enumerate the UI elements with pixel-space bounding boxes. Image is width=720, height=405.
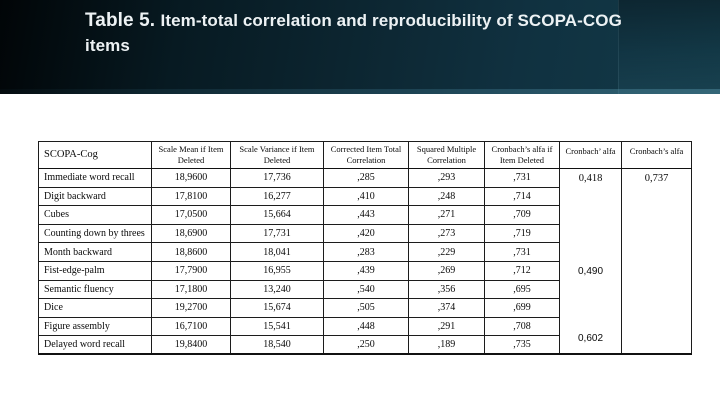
value-cell: 17,8100 — [151, 186, 231, 207]
table-row: Delayed word recall 19,8400 18,540,250,189… — [38, 335, 692, 355]
value-cell: ,293 — [408, 168, 485, 188]
table-row: Figure assembly 16,7100 15,541,448,291,708 — [38, 316, 692, 337]
value-cell: 18,540 — [230, 335, 324, 355]
column-header-7: Cronbach’ alfa — [559, 141, 622, 169]
table-row: Fist-edge-palm 17,7900 16,955,439,269,712 — [38, 260, 692, 281]
value-cell: 15,541 — [230, 316, 324, 337]
value-cell: 15,674 — [230, 298, 324, 318]
value-cell: ,505 — [323, 298, 409, 318]
value-cell: ,248 — [408, 186, 485, 207]
value-cell: ,699 — [484, 298, 560, 318]
table-row: Dice 19,2700 15,674,505,374,699 — [38, 298, 692, 318]
banner-bottom-glow-decoration — [0, 89, 720, 94]
column-header-3: Scale Variance if Item Deleted — [230, 141, 324, 169]
value-cell: 18,6900 — [151, 223, 231, 244]
value-cell: ,448 — [323, 316, 409, 337]
slide-title-text: Item-total correlation and reproducibili… — [85, 11, 622, 55]
cronbach-alfa-merged-cell: 0,418 0,490 0,602 — [559, 168, 622, 355]
value-cell: ,273 — [408, 223, 485, 244]
row-label: Digit backward — [38, 186, 152, 207]
row-label: Month backward — [38, 242, 152, 262]
value-cell: ,714 — [484, 186, 560, 207]
value-cell: 17,1800 — [151, 279, 231, 300]
value-cell: ,735 — [484, 335, 560, 355]
value-cell: ,731 — [484, 242, 560, 262]
value-cell: ,285 — [323, 168, 409, 188]
value-cell: 18,041 — [230, 242, 324, 262]
value-cell: ,291 — [408, 316, 485, 337]
table-row: Month backward 18,8600 18,041,283,229,731 — [38, 242, 692, 262]
column-header-8: Cronbach’s alfa — [621, 141, 692, 169]
table-header-row: SCOPA-Cog Scale Mean if Item Deleted Scale… — [38, 141, 692, 169]
scopa-cog-reliability-table: SCOPA-Cog Scale Mean if Item Deleted Scale… — [38, 141, 692, 356]
row-label: Cubes — [38, 205, 152, 225]
value-cell: 15,664 — [230, 205, 324, 225]
value-cell: 16,955 — [230, 260, 324, 281]
value-cell: 19,8400 — [151, 335, 231, 355]
row-label: Semantic fluency — [38, 279, 152, 300]
cronbach-alfa-value: 0,490 — [577, 266, 604, 277]
value-cell: ,712 — [484, 260, 560, 281]
value-cell: ,719 — [484, 223, 560, 244]
value-cell: ,439 — [323, 260, 409, 281]
table-row: Semantic fluency 17,1800 13,240,540,356,69… — [38, 279, 692, 300]
table-row: Immediate word recall 18,9600 17,736,285,2… — [38, 168, 692, 355]
column-header-4: Corrected Item Total Correlation — [323, 141, 409, 169]
value-cell: ,374 — [408, 298, 485, 318]
slide-body: SCOPA-Cog Scale Mean if Item Deleted Scale… — [0, 94, 720, 405]
value-cell: 17,736 — [230, 168, 324, 188]
value-cell: ,356 — [408, 279, 485, 300]
table-row: Counting down by threes 18,6900 17,731,420… — [38, 223, 692, 244]
value-cell: 19,2700 — [151, 298, 231, 318]
value-cell: 16,7100 — [151, 316, 231, 337]
row-label: Figure assembly — [38, 316, 152, 337]
row-label: Immediate word recall — [38, 168, 152, 188]
value-cell: ,229 — [408, 242, 485, 262]
value-cell: 17,731 — [230, 223, 324, 244]
value-cell: 18,9600 — [151, 168, 231, 188]
value-cell: 16,277 — [230, 186, 324, 207]
slide-title: Table 5. Item-total correlation and repr… — [85, 9, 630, 58]
cronbach-alfa-value: 0,602 — [577, 333, 604, 344]
value-cell: 17,0500 — [151, 205, 231, 225]
cronbach-total-value: 0,737 — [644, 173, 669, 184]
value-cell: ,540 — [323, 279, 409, 300]
column-header-2: Scale Mean if Item Deleted — [151, 141, 231, 169]
value-cell: ,269 — [408, 260, 485, 281]
row-label: Dice — [38, 298, 152, 318]
row-label: Counting down by threes — [38, 223, 152, 244]
row-label: Delayed word recall — [38, 335, 152, 355]
table-header: SCOPA-Cog Scale Mean if Item Deleted Scale… — [38, 141, 692, 169]
value-cell: 17,7900 — [151, 260, 231, 281]
column-header-5: Squared Multiple Correlation — [408, 141, 485, 169]
banner-seam-decoration — [618, 0, 720, 94]
value-cell: ,189 — [408, 335, 485, 355]
value-cell: ,709 — [484, 205, 560, 225]
value-cell: ,420 — [323, 223, 409, 244]
slide-title-prefix: Table 5. — [85, 10, 161, 31]
value-cell: ,443 — [323, 205, 409, 225]
value-cell: 18,8600 — [151, 242, 231, 262]
column-header-1: SCOPA-Cog — [38, 141, 152, 169]
value-cell: ,695 — [484, 279, 560, 300]
slide-banner: Table 5. Item-total correlation and repr… — [0, 0, 720, 94]
value-cell: ,731 — [484, 168, 560, 188]
cronbach-alfa-value: 0,418 — [578, 173, 603, 184]
value-cell: ,271 — [408, 205, 485, 225]
value-cell: ,250 — [323, 335, 409, 355]
cronbach-total-merged-cell: 0,737 — [621, 168, 692, 355]
value-cell: ,410 — [323, 186, 409, 207]
column-header-6: Cronbach’s alfa if Item Deleted — [484, 141, 560, 169]
value-cell: ,283 — [323, 242, 409, 262]
table-body: Immediate word recall 18,9600 17,736,285,2… — [38, 168, 692, 355]
row-label: Fist-edge-palm — [38, 260, 152, 281]
value-cell: ,708 — [484, 316, 560, 337]
value-cell: 13,240 — [230, 279, 324, 300]
